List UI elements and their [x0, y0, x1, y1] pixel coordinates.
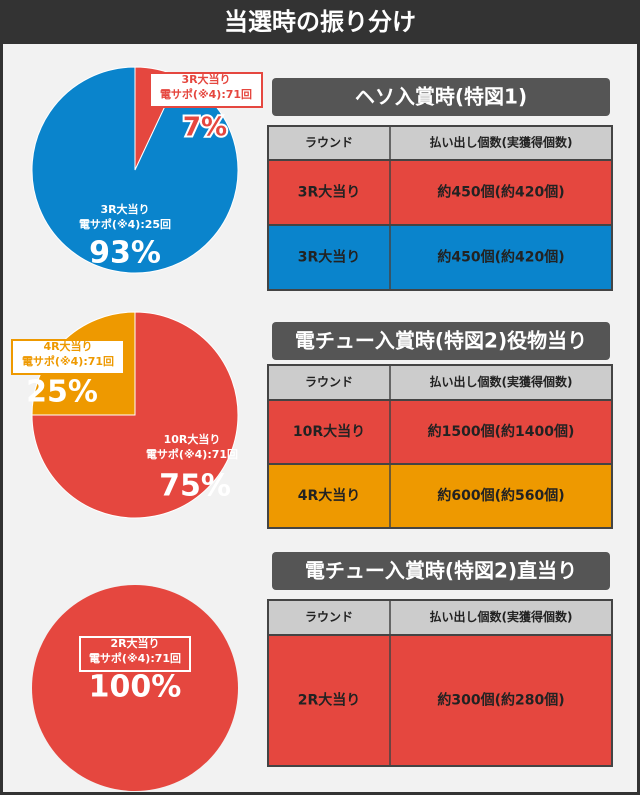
slice-label: 4R大当り	[43, 339, 92, 353]
table-row	[267, 399, 613, 465]
slice-label: 2R大当り	[110, 636, 159, 650]
table-row	[267, 224, 613, 291]
column-header: 払い出し個数(実獲得個数)	[430, 135, 573, 150]
table-cell: 3R大当り	[298, 184, 361, 201]
page-title: 当選時の振り分け	[224, 8, 416, 36]
column-header: ラウンド	[305, 375, 353, 389]
slice-percent: 25%	[26, 375, 98, 410]
slice-percent: 100%	[89, 670, 182, 705]
slice-percent: 7%	[183, 113, 227, 143]
table-cell: 約600個(約560個)	[437, 487, 564, 504]
pie-slice	[31, 66, 239, 274]
table-cell: 約450個(約420個)	[437, 249, 564, 266]
table-row	[267, 463, 613, 529]
section-title: 電チュー入賞時(特図2)役物当り	[295, 329, 587, 353]
table-cell: 2R大当り	[298, 692, 361, 709]
pie-slice	[31, 311, 239, 519]
label-box	[79, 636, 191, 672]
column-header: 払い出し個数(実獲得個数)	[430, 609, 573, 624]
section-tab	[272, 78, 610, 116]
table-header	[267, 125, 613, 161]
slice-percent: 75%	[159, 469, 231, 504]
section-title: ヘソ入賞時(特図1)	[355, 85, 527, 109]
slice-sublabel: 電サポ(※4):25回	[79, 217, 171, 231]
section-tab	[272, 552, 610, 590]
slice-sublabel: 電サポ(※4):71回	[22, 354, 114, 368]
column-header: 払い出し個数(実獲得個数)	[430, 374, 573, 389]
table-cell: 3R大当り	[298, 249, 361, 266]
table-cell: 約450個(約420個)	[437, 184, 564, 201]
slice-sublabel: 電サポ(※4):71回	[146, 447, 238, 461]
table-cell: 約1500個(約1400個)	[428, 423, 575, 440]
table-row	[267, 634, 613, 767]
label-box	[149, 72, 263, 108]
slice-percent: 93%	[89, 236, 161, 271]
slice-sublabel: 電サポ(※4):71回	[89, 651, 181, 665]
table-cell: 10R大当り	[293, 423, 365, 440]
table-cell: 4R大当り	[298, 487, 361, 504]
slice-label: 3R大当り	[181, 72, 230, 86]
section-tab	[272, 322, 610, 360]
slice-label: 10R大当り	[164, 432, 221, 446]
column-header: ラウンド	[305, 610, 353, 624]
label-box	[11, 339, 125, 375]
section-title: 電チュー入賞時(特図2)直当り	[305, 559, 577, 583]
slice-label: 3R大当り	[100, 202, 149, 216]
table-cell: 約300個(約280個)	[437, 692, 564, 709]
slice-sublabel: 電サポ(※4):71回	[160, 87, 252, 101]
column-header: ラウンド	[305, 136, 353, 150]
table-row	[267, 159, 613, 226]
